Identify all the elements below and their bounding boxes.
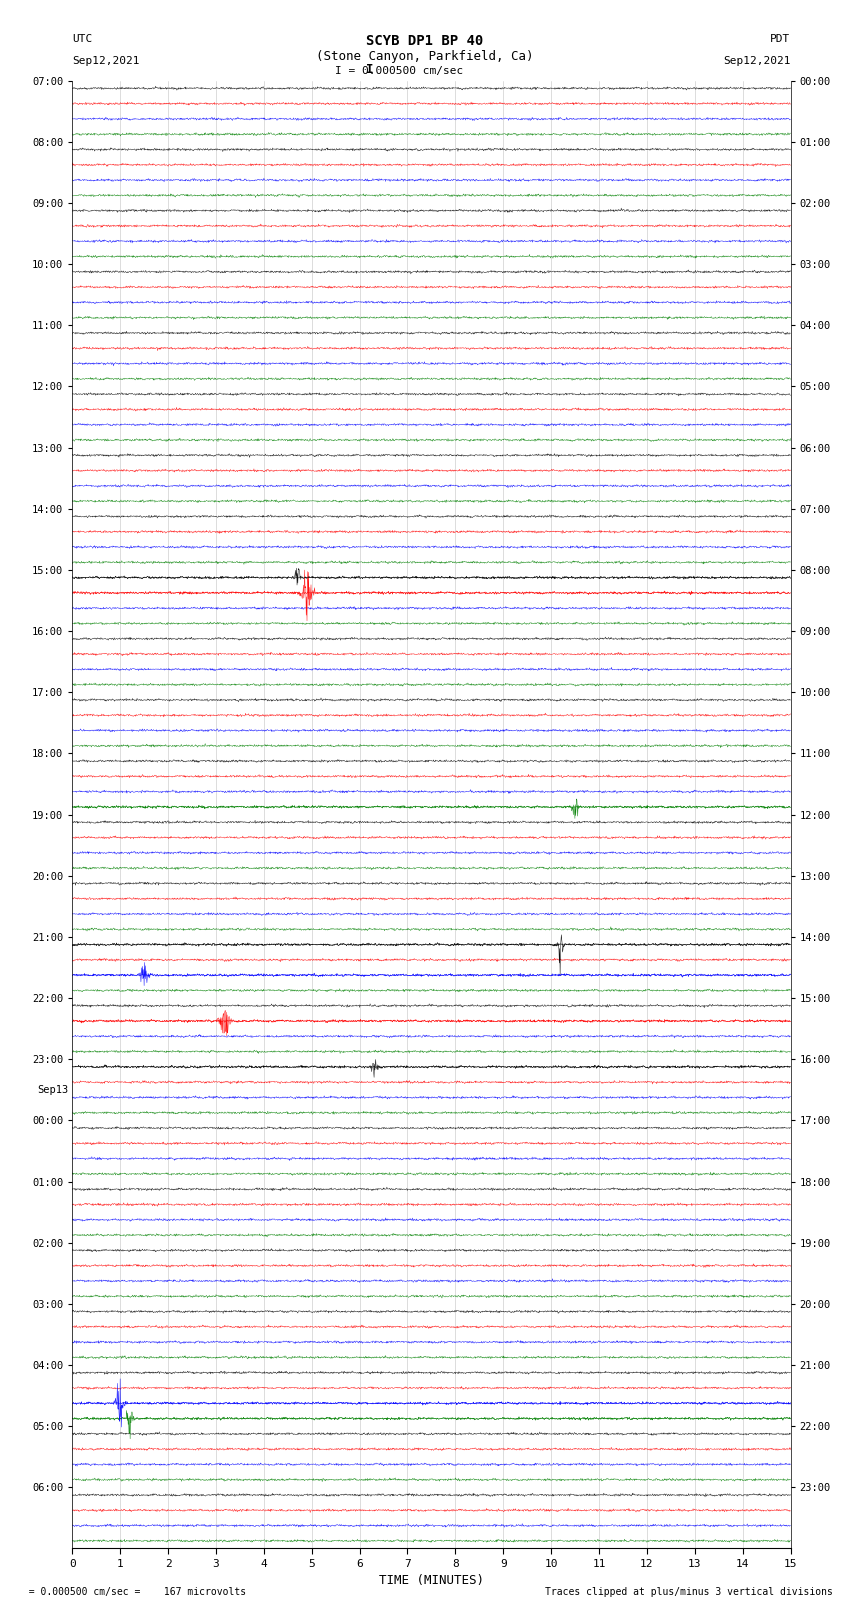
Text: = 0.000500 cm/sec =    167 microvolts: = 0.000500 cm/sec = 167 microvolts bbox=[17, 1587, 246, 1597]
Text: UTC: UTC bbox=[72, 34, 93, 44]
Text: Traces clipped at plus/minus 3 vertical divisions: Traces clipped at plus/minus 3 vertical … bbox=[545, 1587, 833, 1597]
Text: I: I bbox=[366, 63, 373, 76]
Text: PDT: PDT bbox=[770, 34, 790, 44]
Text: (Stone Canyon, Parkfield, Ca): (Stone Canyon, Parkfield, Ca) bbox=[316, 50, 534, 63]
Text: I = 0.000500 cm/sec: I = 0.000500 cm/sec bbox=[336, 66, 463, 76]
Text: SCYB DP1 BP 40: SCYB DP1 BP 40 bbox=[366, 34, 484, 48]
X-axis label: TIME (MINUTES): TIME (MINUTES) bbox=[379, 1574, 484, 1587]
Text: Sep13: Sep13 bbox=[37, 1086, 69, 1095]
Text: Sep12,2021: Sep12,2021 bbox=[72, 56, 139, 66]
Text: Sep12,2021: Sep12,2021 bbox=[723, 56, 791, 66]
